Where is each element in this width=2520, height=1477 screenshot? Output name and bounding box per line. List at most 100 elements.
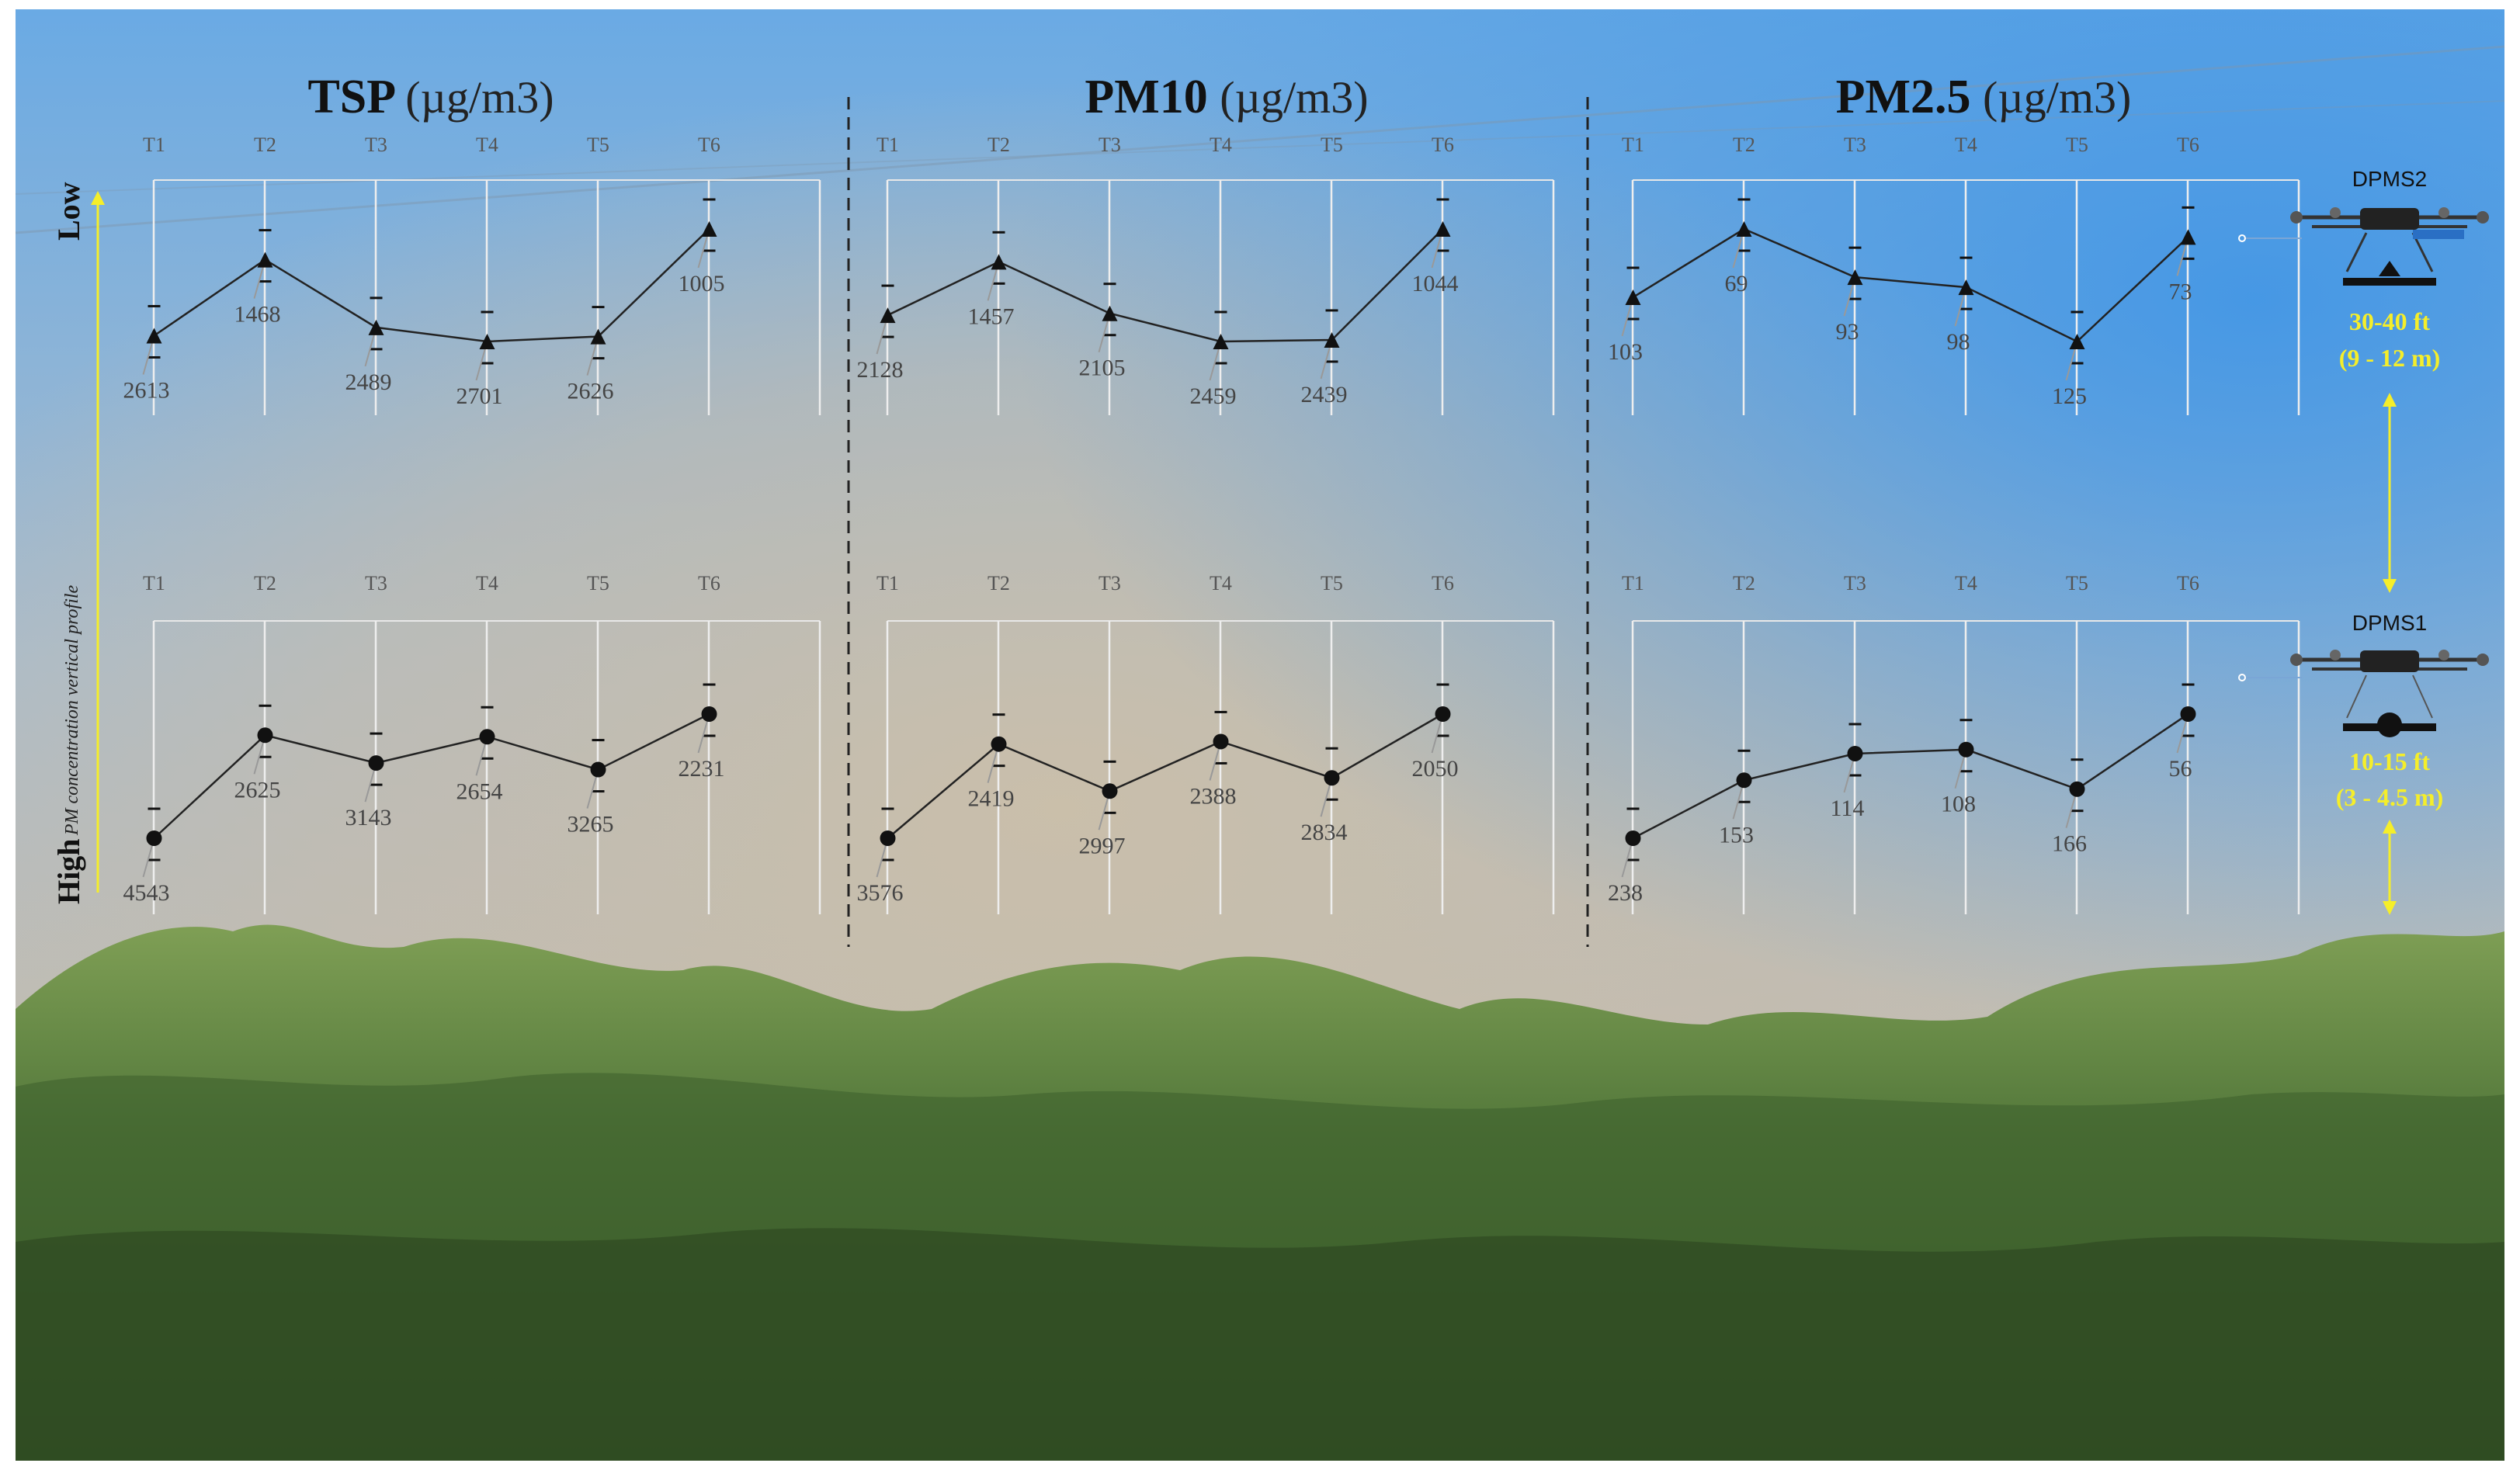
- tick-label: T2: [254, 133, 276, 156]
- data-point-triangle: [1435, 221, 1451, 237]
- tick-label: T4: [1210, 133, 1232, 156]
- data-label: 2997: [1079, 833, 1126, 858]
- tick-label: T4: [476, 572, 498, 595]
- data-point-circle: [2180, 706, 2196, 722]
- data-point-circle: [1102, 783, 1118, 799]
- tick-label: T5: [1321, 572, 1343, 595]
- data-point-triangle: [2069, 334, 2085, 349]
- tick-label: T3: [1099, 572, 1121, 595]
- data-label: 2489: [345, 369, 392, 395]
- data-point-circle: [880, 830, 896, 846]
- tick-label: T6: [1432, 133, 1454, 156]
- charts: TSP (µg/m3) T1 T2 T3 T4 T5 T6 2613 1468 2489 2701 2…: [123, 71, 2300, 914]
- series-line: [887, 712, 1444, 839]
- tick-label: T5: [2066, 133, 2088, 156]
- data-label: 2654: [456, 778, 503, 804]
- data-label: 2439: [1301, 382, 1348, 407]
- data-label: 1468: [234, 302, 281, 328]
- data-label: 2459: [1190, 383, 1237, 409]
- data-point-circle: [1213, 733, 1229, 750]
- data-point-circle: [1847, 745, 1863, 761]
- data-label: 69: [1725, 271, 1748, 296]
- data-label: 2231: [679, 756, 725, 782]
- data-point-triangle: [1625, 290, 1641, 306]
- data-label: 73: [2169, 279, 2192, 304]
- tick-label: T2: [1733, 133, 1755, 156]
- data-point-circle: [368, 755, 384, 771]
- data-label: 56: [2169, 756, 2192, 782]
- series-line: [1632, 712, 2189, 840]
- tick-label: T5: [587, 572, 609, 595]
- series-high: T1 T2 T3 T4 T5 T6 3576 2419 2997 2388 2834 2050: [857, 572, 1555, 914]
- drone-upper-altitude-ft: 30-40 ft: [2349, 307, 2430, 335]
- tick-label: T6: [2177, 133, 2199, 156]
- data-point-circle: [701, 706, 717, 722]
- tick-label: T5: [587, 133, 609, 156]
- tick-label: T2: [1733, 572, 1755, 595]
- data-label: 2613: [123, 377, 170, 403]
- data-point-circle: [590, 761, 606, 778]
- tick-label: T6: [698, 133, 720, 156]
- data-label: 114: [1831, 796, 1865, 821]
- drone-lower-altitude-ft: 10-15 ft: [2349, 747, 2430, 775]
- data-label: 2388: [1190, 783, 1237, 809]
- drone-upper: DPMS2 30-40 ft (9 - 12 m): [2238, 167, 2489, 372]
- data-label: 125: [2052, 383, 2087, 409]
- tick-label: T3: [1099, 133, 1121, 156]
- data-label: 153: [1719, 822, 1754, 848]
- data-point-triangle: [1736, 221, 1752, 237]
- data-point-triangle: [991, 254, 1007, 270]
- tick-label: T6: [1432, 572, 1454, 595]
- tick-label: T4: [476, 133, 498, 156]
- data-point-circle: [1435, 706, 1451, 722]
- data-label: 4543: [123, 880, 170, 906]
- data-point-circle: [257, 727, 273, 744]
- drone-lower-name: DPMS1: [2352, 611, 2427, 635]
- data-point-triangle: [880, 307, 896, 324]
- chart-panel-0: TSP (µg/m3) T1 T2 T3 T4 T5 T6 2613 1468 2489 2701 2…: [123, 71, 821, 914]
- data-point-circle: [1958, 741, 1974, 758]
- data-point-circle: [2069, 781, 2085, 797]
- tick-label: T4: [1210, 572, 1232, 595]
- data-point-triangle: [1847, 269, 1863, 286]
- series-low: T1 T2 T3 T4 T5 T6 2613 1468 2489 2701 2626 1005: [123, 133, 821, 415]
- data-point-triangle: [1213, 334, 1229, 349]
- data-label: 103: [1608, 339, 1643, 365]
- row-label-high: High: [51, 839, 86, 904]
- data-point-circle: [1324, 770, 1340, 786]
- tick-label: T1: [1622, 572, 1644, 595]
- data-point-triangle: [1324, 331, 1340, 348]
- chart-unit: (µg/m3): [1220, 72, 1368, 123]
- data-point-circle: [479, 729, 495, 745]
- tick-label: T1: [876, 572, 899, 595]
- tick-label: T5: [1321, 133, 1343, 156]
- tick-label: T4: [1955, 133, 1977, 156]
- data-label: 238: [1608, 880, 1643, 906]
- data-label: 3143: [345, 805, 392, 830]
- vertical-profile-axis-label: PM concentration vertical profile: [62, 584, 82, 836]
- data-point-circle: [146, 830, 162, 846]
- series-line: [153, 228, 710, 343]
- chart-title: TSP (µg/m3): [307, 71, 554, 123]
- drone-lower: DPMS1 10-15 ft (3 - 4.5 m): [2238, 611, 2489, 811]
- data-point-triangle: [2180, 229, 2196, 245]
- chart-unit: (µg/m3): [1983, 72, 2131, 123]
- chart-title: PM10 (µg/m3): [1085, 71, 1368, 123]
- data-label: 2419: [968, 786, 1015, 812]
- tick-label: T2: [254, 572, 276, 595]
- background-photo: [15, 9, 2505, 1461]
- tick-label: T3: [1844, 572, 1866, 595]
- tick-label: T5: [2066, 572, 2088, 595]
- data-label: 93: [1836, 319, 1859, 345]
- tick-label: T1: [143, 572, 165, 595]
- tick-label: T3: [365, 133, 387, 156]
- data-label: 1457: [968, 303, 1015, 329]
- data-point-circle: [1736, 772, 1752, 789]
- data-point-circle: [991, 736, 1007, 752]
- data-point-triangle: [479, 334, 495, 349]
- series-high: T1 T2 T3 T4 T5 T6 238 153 114 108 166 56: [1608, 572, 2300, 914]
- data-point-triangle: [701, 221, 717, 237]
- tick-label: T3: [365, 572, 387, 595]
- tick-label: T2: [988, 133, 1010, 156]
